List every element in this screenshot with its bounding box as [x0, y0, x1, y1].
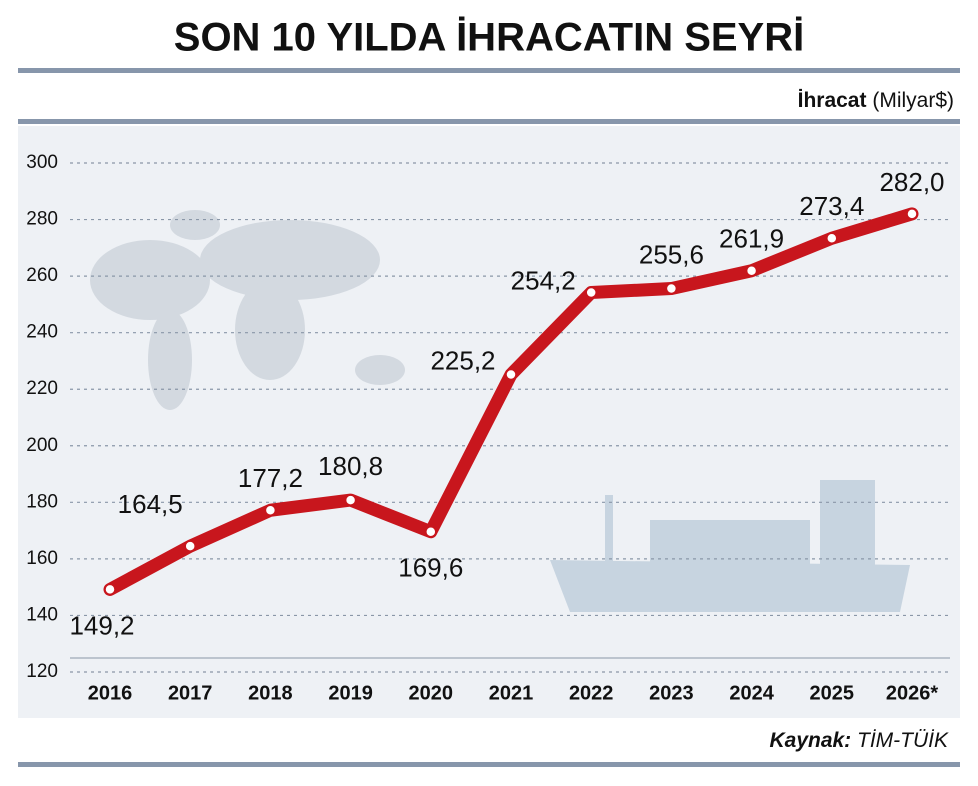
y-unit: (Milyar$) — [872, 89, 954, 112]
source-text: TİM-TÜİK — [857, 729, 949, 752]
value-label: 180,8 — [318, 451, 383, 481]
y-label: İhracat — [798, 89, 867, 112]
x-tick-label: 2016 — [88, 682, 133, 704]
data-point — [665, 282, 678, 295]
bottom-rule — [18, 762, 960, 767]
source-label: Kaynak: — [769, 729, 851, 752]
ship — [550, 480, 910, 612]
value-label: 261,9 — [719, 224, 784, 254]
y-tick-label: 220 — [26, 378, 58, 399]
data-point — [264, 504, 277, 517]
world-map — [90, 210, 405, 410]
value-label: 177,2 — [238, 463, 303, 493]
data-point — [826, 232, 838, 244]
data-point — [745, 264, 758, 277]
x-tick-label: 2024 — [729, 682, 774, 704]
value-label: 149,2 — [69, 610, 134, 640]
title-rule — [18, 68, 960, 73]
value-label: 225,2 — [430, 345, 495, 375]
value-label: 255,6 — [639, 239, 704, 269]
y-tick-label: 240 — [26, 322, 58, 343]
data-point — [505, 368, 517, 381]
data-point — [906, 208, 918, 220]
source: Kaynak: TİM-TÜİK — [769, 729, 949, 752]
data-point — [104, 583, 116, 596]
data-point — [585, 286, 597, 299]
x-tick-label: 2020 — [409, 682, 454, 704]
x-tick-label: 2017 — [168, 682, 213, 704]
y-axis-label: İhracat (Milyar$) — [798, 89, 954, 112]
data-point — [425, 525, 437, 538]
data-point — [344, 494, 357, 506]
value-label: 164,5 — [118, 489, 183, 519]
x-tick-label: 2025 — [810, 682, 855, 704]
x-tick-label: 2023 — [649, 682, 694, 704]
source-box — [710, 722, 956, 756]
x-tick-label: 2026* — [886, 682, 938, 704]
x-tick-label: 2018 — [248, 682, 293, 704]
value-label: 273,4 — [799, 191, 864, 221]
y-tick-label: 140 — [26, 604, 58, 625]
y-tick-label: 160 — [26, 548, 58, 569]
data-point — [184, 540, 196, 552]
value-label: 282,0 — [879, 167, 944, 197]
value-label: 169,6 — [398, 553, 463, 583]
y-tick-label: 180 — [26, 491, 58, 512]
y-tick-label: 260 — [26, 265, 58, 286]
y-tick-label: 300 — [26, 152, 58, 173]
subtitle-rule — [18, 119, 960, 124]
x-tick-label: 2021 — [489, 682, 534, 704]
y-tick-label: 120 — [26, 661, 58, 682]
x-tick-label: 2019 — [328, 682, 373, 704]
y-tick-label: 280 — [26, 209, 58, 230]
y-tick-label: 200 — [26, 435, 58, 456]
chart-title: SON 10 YILDA İHRACATIN SEYRİ — [174, 16, 804, 60]
x-tick-label: 2022 — [569, 682, 614, 704]
value-label: 254,2 — [511, 265, 576, 295]
